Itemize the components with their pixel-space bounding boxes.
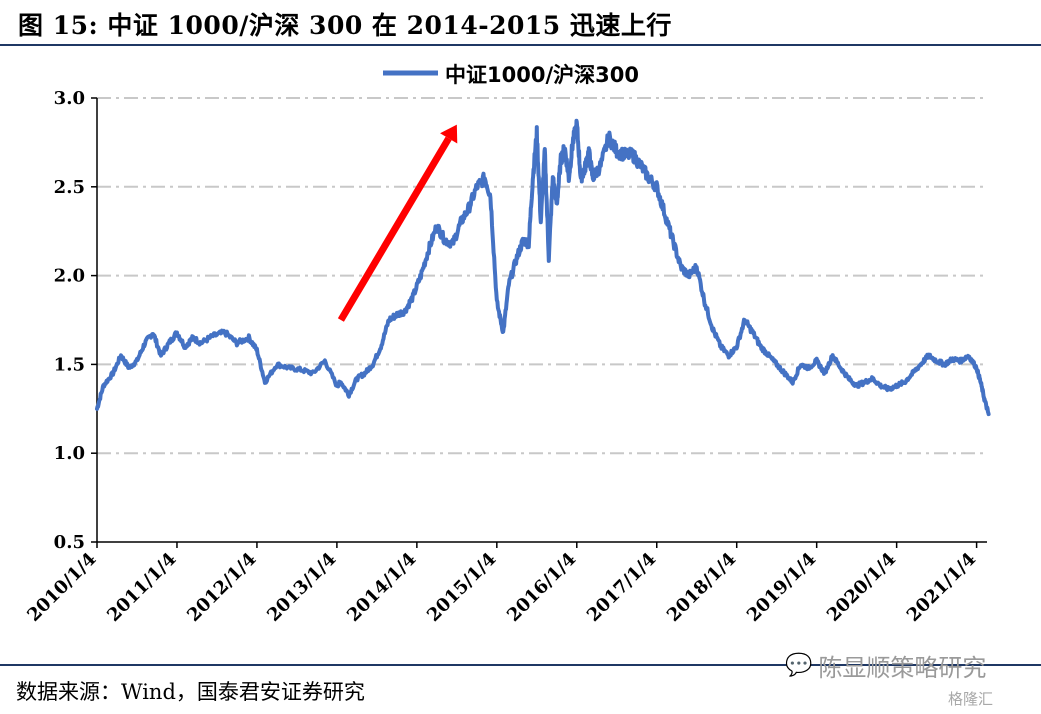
- arrow-shaft: [337, 136, 452, 322]
- x-tick-label: 2018/1/4: [663, 549, 740, 626]
- figure-title: 图 15: 中证 1000/沪深 300 在 2014-2015 迅速上行: [18, 11, 672, 40]
- series-line: [95, 118, 991, 417]
- legend-label: 中证1000/沪深300: [445, 63, 639, 87]
- y-tick-label: 1.5: [54, 354, 85, 375]
- y-tick-label: 0.5: [54, 532, 85, 553]
- x-tick-label: 2021/1/4: [903, 549, 980, 626]
- x-tick-label: 2016/1/4: [503, 549, 580, 626]
- title-divider: [0, 44, 1041, 46]
- arrow-head: [440, 124, 458, 144]
- footer-divider: [0, 664, 1041, 666]
- x-tick-label: 2010/1/4: [23, 549, 100, 626]
- x-tick-label: 2020/1/4: [823, 549, 900, 626]
- x-tick-label: 2013/1/4: [263, 549, 340, 626]
- y-tick-label: 1.0: [54, 443, 85, 464]
- x-tick-label: 2017/1/4: [583, 549, 660, 626]
- x-tick-labels: 2010/1/4 2011/1/4 2012/1/4 2013/1/4 2014/1/4…: [23, 549, 980, 626]
- trend-arrow: [337, 124, 458, 322]
- legend: 中证1000/沪深300: [383, 63, 639, 87]
- gridlines: [97, 97, 987, 455]
- x-tick-label: 2014/1/4: [343, 549, 420, 626]
- y-tick-label: 3.0: [54, 88, 85, 109]
- x-tick-label: 2015/1/4: [423, 549, 500, 626]
- x-tick-label: 2011/1/4: [103, 549, 180, 626]
- wechat-icon: 💬: [785, 653, 813, 678]
- y-tick-label: 2.5: [54, 177, 85, 198]
- watermark-text: 陈显顺策略研究: [818, 654, 987, 682]
- axes: [91, 97, 987, 548]
- x-tick-label: 2019/1/4: [743, 549, 820, 626]
- y-tick-label: 2.0: [54, 266, 85, 287]
- x-tick-label: 2012/1/4: [183, 549, 260, 626]
- watermark-secondary: 格隆汇: [948, 690, 994, 708]
- watermark: 💬 陈显顺策略研究: [785, 648, 986, 683]
- source-note: 数据来源：Wind，国泰君安证券研究: [16, 680, 365, 704]
- y-tick-labels: 0.5 1.0 1.5 2.0 2.5 3.0: [54, 88, 85, 553]
